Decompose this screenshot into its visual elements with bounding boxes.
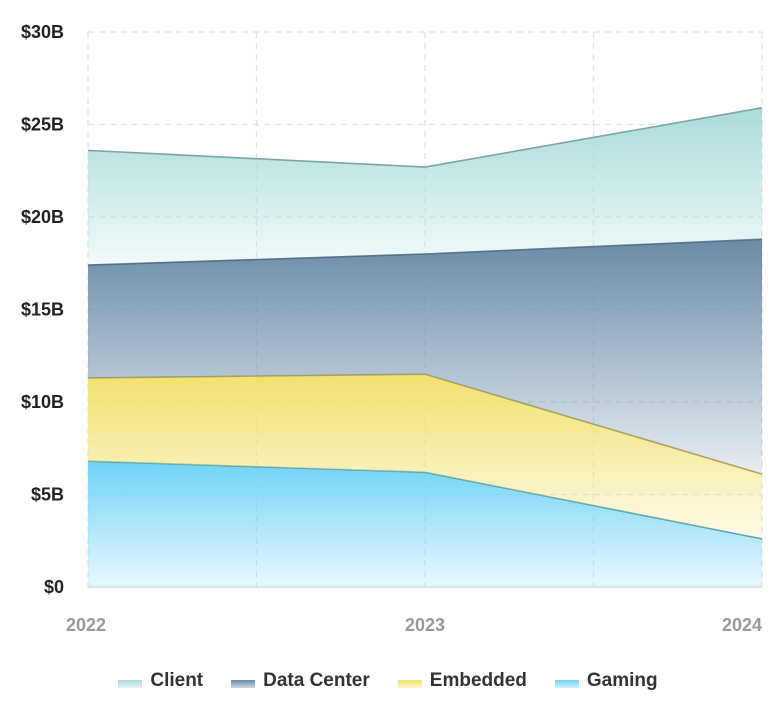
legend-swatch-client (118, 680, 143, 688)
legend-label-client: Client (150, 670, 204, 691)
legend-label-gaming: Gaming (586, 670, 658, 691)
y-tick-label: $30B (21, 22, 64, 42)
area-gaming[interactable] (88, 461, 762, 587)
y-tick-label: $0 (44, 577, 64, 597)
y-tick-label: $25B (21, 115, 64, 135)
legend-item-embedded[interactable]: Embedded (397, 670, 527, 692)
x-tick-label: 2024 (722, 615, 762, 635)
y-tick-label: $10B (21, 392, 64, 412)
x-tick-label: 2023 (405, 615, 445, 635)
legend-item-gaming[interactable]: Gaming (554, 670, 658, 692)
legend-item-client[interactable]: Client (118, 670, 203, 692)
legend-item-data-center[interactable]: Data Center (231, 670, 370, 692)
legend: Client Data Center Embedded Gaming (0, 666, 776, 696)
y-tick-label: $5B (31, 485, 64, 505)
area-chart: $0 $5B $10B $15B $20B $25B $30B 2022 2023 2024 (21, 22, 763, 635)
y-tick-label: $15B (21, 300, 64, 320)
legend-swatch-data-center (231, 680, 256, 688)
plot-areas (87, 107, 763, 587)
legend-label-embedded: Embedded (429, 670, 527, 691)
x-tick-label: 2022 (66, 615, 106, 635)
line-client (87, 107, 763, 168)
area-client[interactable] (88, 107, 762, 266)
legend-swatch-gaming (554, 680, 579, 688)
legend-label-data-center: Data Center (263, 670, 370, 691)
area-data-center[interactable] (88, 239, 762, 475)
y-tick-label: $20B (21, 207, 64, 227)
legend-swatch-embedded (397, 680, 422, 688)
area-embedded[interactable] (88, 374, 762, 539)
axes: $0 $5B $10B $15B $20B $25B $30B 2022 2023 2024 (21, 22, 762, 635)
